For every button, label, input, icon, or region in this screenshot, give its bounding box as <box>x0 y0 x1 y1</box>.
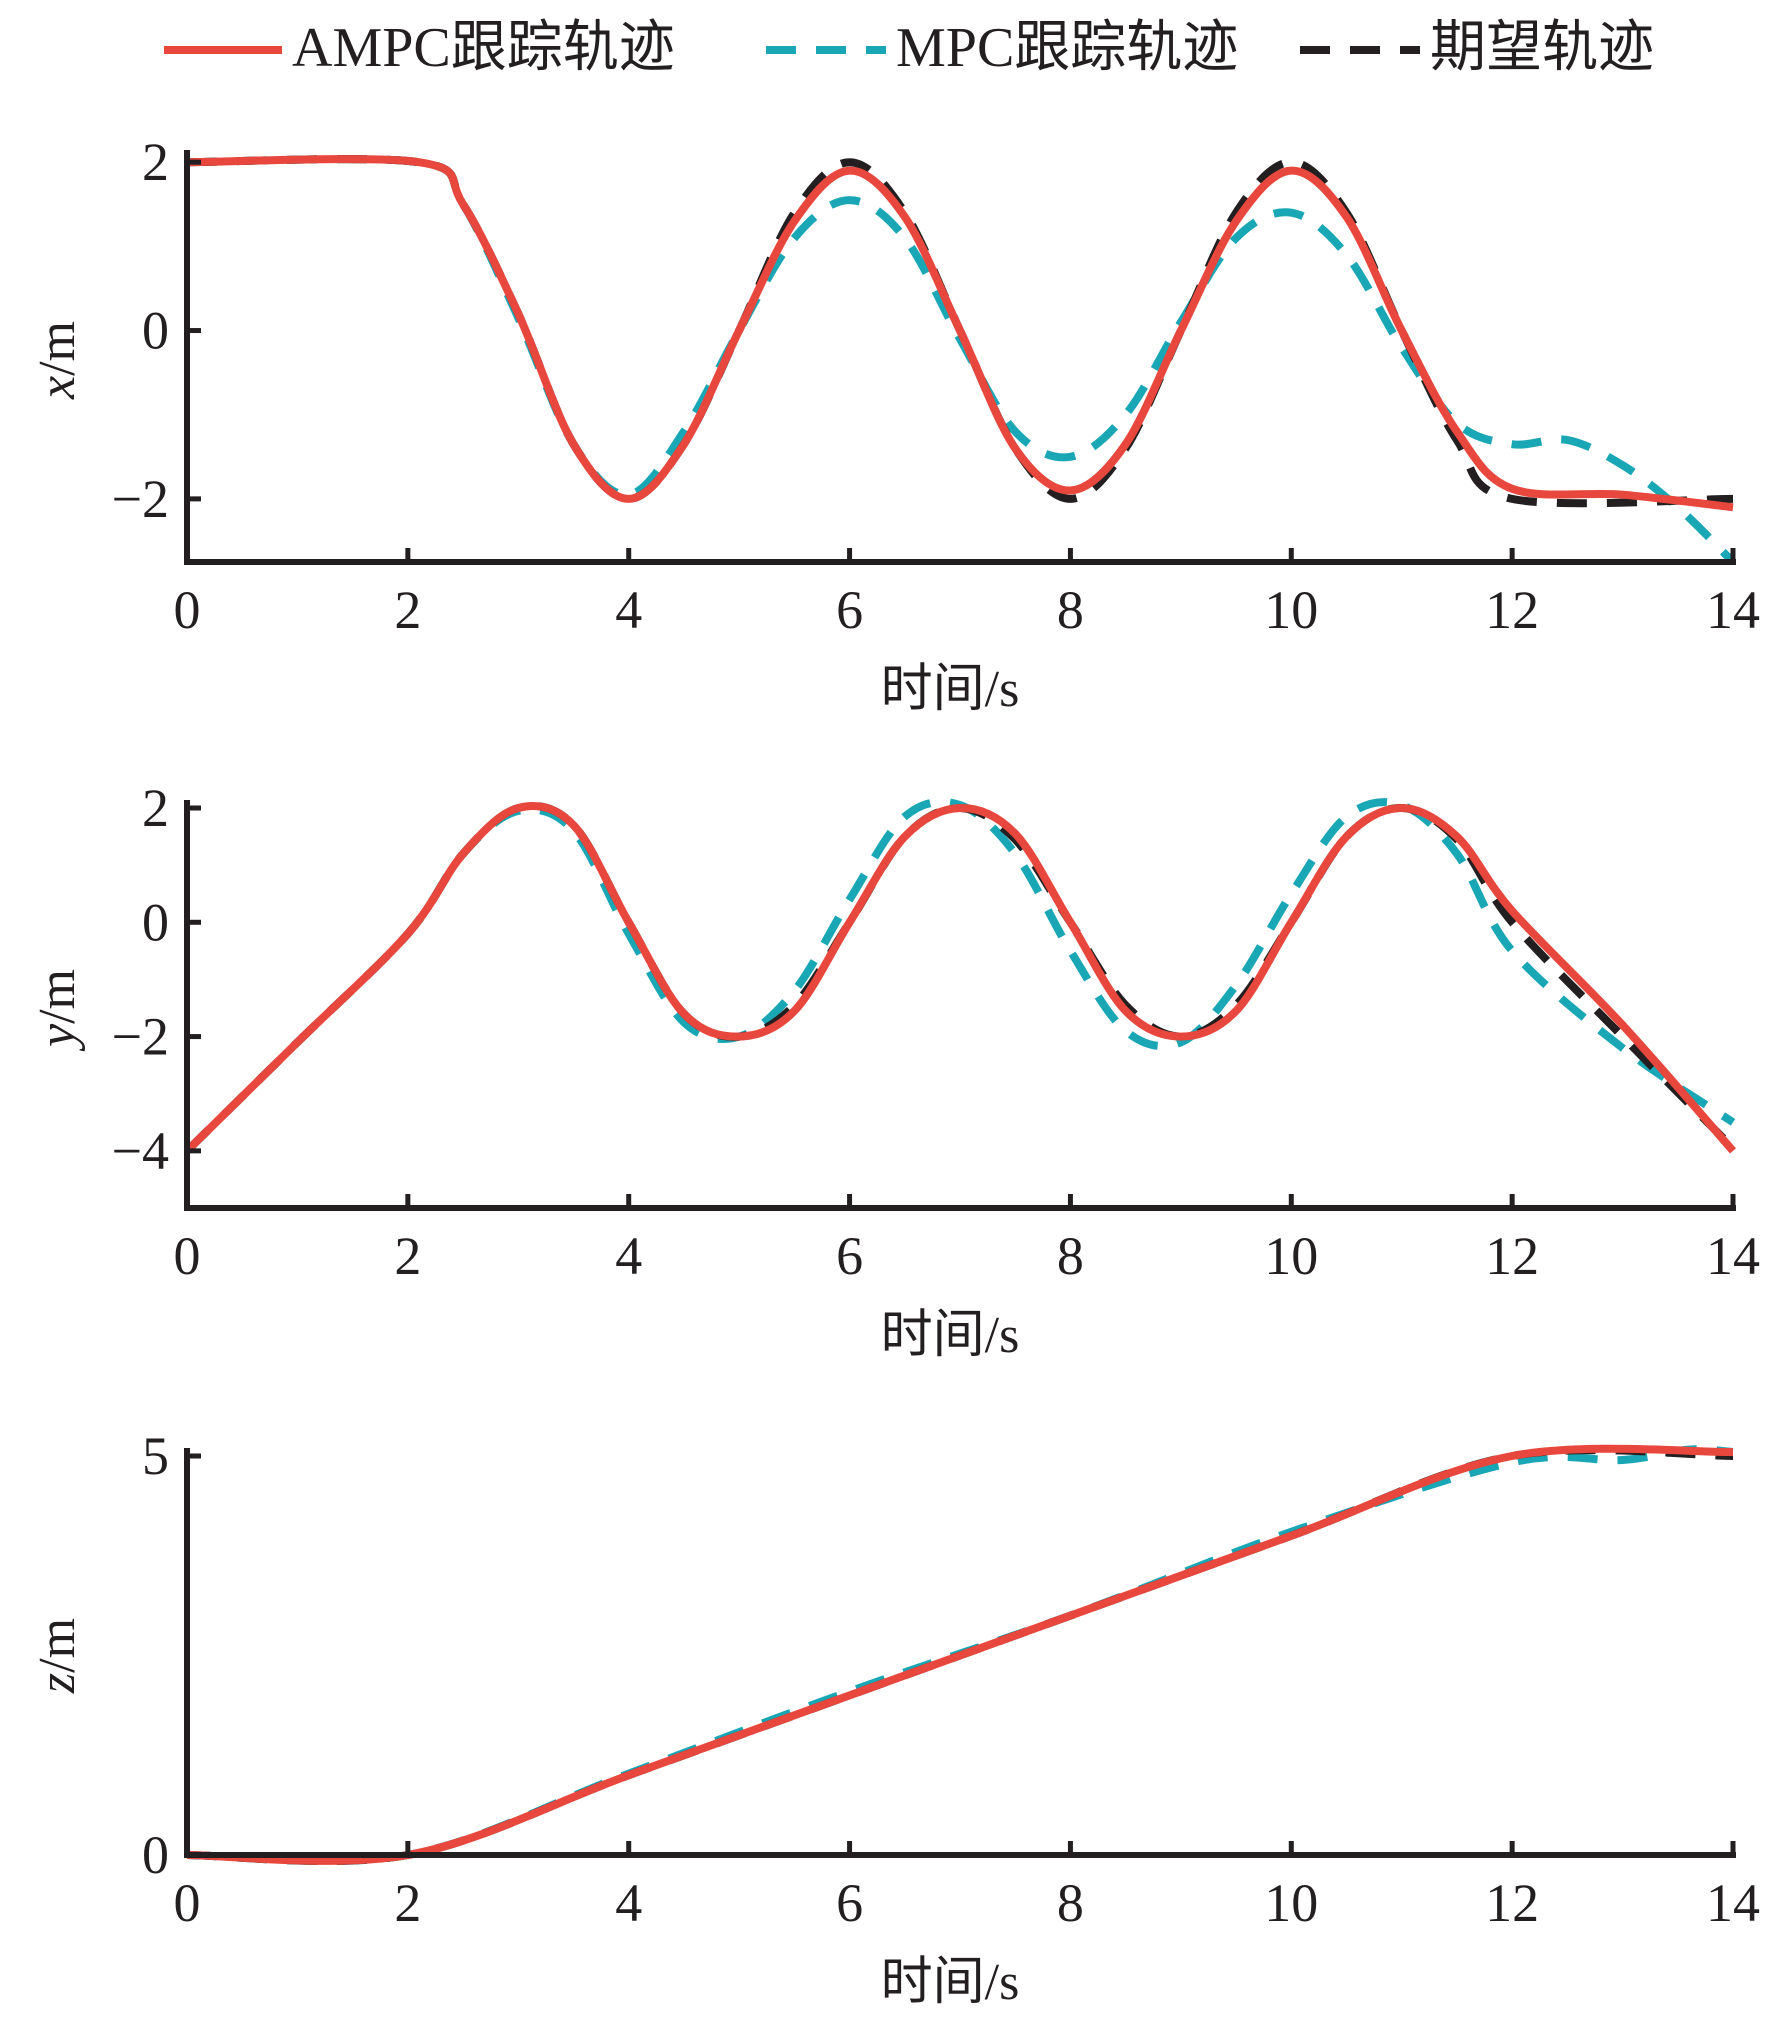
x-x-tick-label: 10 <box>1264 580 1318 640</box>
x-y-tick-label: 2 <box>142 132 169 192</box>
y-x-tick-label: 0 <box>174 1226 201 1286</box>
x-x-tick-label: 0 <box>174 580 201 640</box>
y-x-tick-label: 6 <box>836 1226 863 1286</box>
z-x-axis-title: 时间/s <box>881 1954 1020 2011</box>
legend-label-reference: 期望轨迹 <box>1430 17 1654 79</box>
z-x-tick-label: 2 <box>394 1873 421 1933</box>
y-y-tick-label: 0 <box>142 892 169 952</box>
z-y-tick-label: 0 <box>142 1825 169 1885</box>
y-x-tick-label: 4 <box>615 1226 642 1286</box>
z-position-chart: 0 2 4 6 8 10 12 14 0 5 时间/s z/m <box>29 1426 1760 2011</box>
z-x-tick-label: 12 <box>1485 1873 1539 1933</box>
x-y-axis-title: x/m <box>29 321 86 400</box>
x-series-mpc-line <box>186 155 1736 565</box>
legend-swatch-reference <box>1300 46 1420 54</box>
x-y-tick-label: −2 <box>112 469 169 529</box>
y-x-tick-label: 12 <box>1485 1226 1539 1286</box>
x-x-tick-label: 2 <box>394 580 421 640</box>
y-series-mpc-line <box>184 797 1736 1154</box>
y-x-tick-label: 8 <box>1057 1226 1084 1286</box>
z-y-tick-label: 5 <box>142 1426 169 1486</box>
legend-swatch-mpc <box>766 46 886 54</box>
y-x-axis-title: 时间/s <box>881 1307 1020 1364</box>
x-series-ampc-line <box>186 155 1734 512</box>
z-x-tick-label: 14 <box>1706 1873 1760 1933</box>
legend-label-ampc: AMPC跟踪轨迹 <box>292 17 675 79</box>
y-y-tick-label: −2 <box>112 1007 169 1067</box>
z-y-axis-title: z/m <box>29 1618 86 1694</box>
x-x-tick-label: 4 <box>615 580 642 640</box>
y-x-tick-label: 14 <box>1706 1226 1760 1286</box>
z-x-tick-label: 6 <box>836 1873 863 1933</box>
y-y-axis-title: y/m <box>29 969 86 1052</box>
x-x-tick-label: 8 <box>1057 580 1084 640</box>
x-x-tick-label: 12 <box>1485 580 1539 640</box>
x-x-tick-label: 6 <box>836 580 863 640</box>
x-y-tick-label: 0 <box>142 301 169 361</box>
y-position-chart: 0 2 4 6 8 10 12 14 −4 −2 0 2 时间/s y/m <box>29 778 1760 1364</box>
y-series-ampc-line <box>184 802 1737 1154</box>
z-x-tick-label: 10 <box>1264 1873 1318 1933</box>
x-x-tick-label: 14 <box>1706 580 1760 640</box>
legend-swatch-ampc <box>164 46 282 54</box>
x-x-axis-title: 时间/s <box>881 661 1020 718</box>
legend-label-mpc: MPC跟踪轨迹 <box>896 17 1239 79</box>
z-series-ampc-line <box>186 1444 1734 1865</box>
y-x-tick-label: 2 <box>394 1226 421 1286</box>
y-y-tick-label: −4 <box>112 1121 169 1181</box>
y-y-tick-label: 2 <box>142 778 169 838</box>
z-x-tick-label: 0 <box>174 1873 201 1933</box>
y-series-reference-line <box>184 802 1736 1154</box>
z-x-tick-label: 8 <box>1057 1873 1084 1933</box>
chart-legend: AMPC跟踪轨迹 MPC跟踪轨迹 期望轨迹 <box>0 0 1783 100</box>
z-x-tick-label: 4 <box>615 1873 642 1933</box>
y-x-tick-label: 10 <box>1264 1226 1318 1286</box>
